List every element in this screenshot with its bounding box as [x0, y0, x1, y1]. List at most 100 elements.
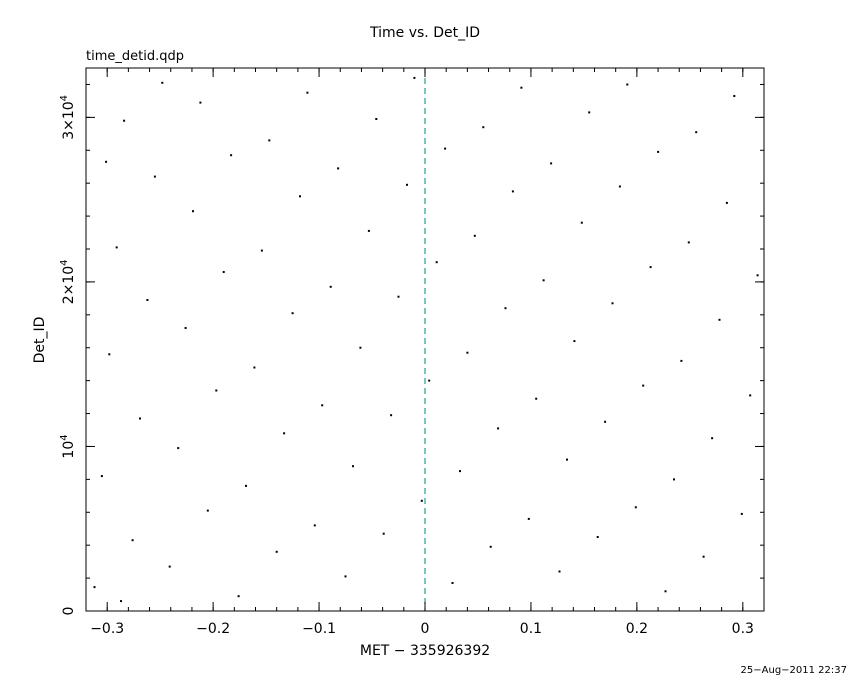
x-tick-label: 0.2 — [626, 621, 648, 637]
data-point — [725, 201, 728, 204]
x-tick-label: −0.2 — [196, 621, 230, 637]
data-point — [611, 302, 614, 305]
y-tick-label: 3×104 — [59, 95, 77, 140]
data-point — [604, 420, 607, 423]
data-point — [253, 366, 256, 369]
data-point — [260, 249, 263, 252]
y-tick-label: 2×104 — [59, 259, 77, 304]
data-point — [230, 154, 233, 157]
data-point — [139, 417, 141, 420]
data-point — [352, 465, 354, 468]
data-point — [489, 545, 492, 548]
data-point — [444, 147, 447, 150]
data-point — [291, 312, 294, 315]
data-point — [695, 131, 698, 134]
data-point — [473, 234, 476, 237]
x-axis-label: MET − 335926392 — [360, 643, 490, 659]
x-tick-label: −0.3 — [90, 621, 124, 637]
data-point — [702, 555, 705, 558]
data-point — [123, 119, 126, 122]
data-point — [382, 532, 385, 535]
data-point — [718, 318, 721, 321]
data-point — [673, 478, 675, 481]
data-point — [527, 517, 530, 520]
data-point — [573, 340, 576, 343]
data-point — [283, 432, 286, 435]
data-point — [649, 266, 652, 269]
data-point — [93, 586, 96, 589]
data-point — [237, 595, 240, 598]
data-point — [222, 271, 225, 273]
data-point — [482, 126, 485, 129]
data-point — [153, 175, 156, 178]
data-point — [711, 437, 714, 440]
data-point — [459, 470, 461, 473]
data-point — [299, 195, 301, 198]
data-point — [245, 484, 247, 487]
data-point — [206, 509, 209, 512]
y-axis-ticks: 0 104 2×104 3×104 — [59, 83, 764, 616]
data-point — [215, 389, 218, 392]
data-point — [120, 600, 122, 603]
data-point — [184, 327, 187, 329]
data-point — [192, 210, 194, 213]
data-point — [657, 150, 660, 153]
data-point — [359, 346, 362, 349]
y-tick-label: 0 — [61, 607, 77, 616]
data-point — [687, 241, 690, 244]
data-point — [146, 299, 149, 301]
data-point — [740, 512, 743, 515]
data-point — [626, 83, 629, 86]
data-point — [733, 95, 736, 97]
data-point — [100, 475, 103, 478]
data-point — [504, 307, 507, 310]
data-point — [618, 185, 621, 188]
data-point — [756, 274, 759, 277]
data-point — [680, 359, 683, 362]
data-point — [642, 384, 645, 387]
data-point — [535, 397, 538, 400]
data-point — [337, 167, 340, 170]
data-point — [367, 229, 370, 232]
data-point — [199, 101, 202, 104]
y-axis-label: Det_ID — [32, 317, 48, 364]
data-point — [375, 118, 378, 120]
data-point — [580, 221, 583, 224]
x-tick-label: 0.3 — [732, 621, 754, 637]
data-point — [168, 565, 171, 568]
data-point — [542, 279, 545, 282]
data-point — [108, 353, 111, 356]
data-point — [558, 570, 561, 573]
data-points — [93, 76, 759, 603]
chart-title: Time vs. Det_ID — [369, 25, 480, 41]
data-point — [634, 506, 637, 509]
data-point — [105, 160, 108, 163]
x-tick-label: 0 — [421, 621, 430, 637]
data-point — [596, 536, 599, 538]
data-point — [306, 91, 309, 94]
data-point — [321, 404, 324, 407]
data-point — [520, 86, 523, 89]
data-point — [344, 575, 347, 578]
data-point — [664, 590, 667, 593]
x-axis-ticks: −0.3 −0.2 −0.1 0 0.1 0.2 0.3 — [85, 68, 765, 637]
data-point — [313, 524, 316, 527]
data-point — [329, 285, 332, 288]
file-label: time_detid.qdp — [86, 49, 184, 64]
data-point — [420, 499, 423, 502]
data-point — [497, 427, 500, 430]
data-point — [275, 550, 278, 553]
data-point — [268, 139, 271, 142]
data-point — [511, 190, 514, 193]
data-point — [161, 81, 164, 84]
data-point — [466, 351, 469, 354]
data-point — [749, 394, 752, 397]
data-point — [177, 447, 180, 450]
data-point — [435, 261, 438, 264]
data-point — [428, 379, 431, 382]
data-point — [413, 76, 416, 79]
x-tick-label: 0.1 — [520, 621, 542, 637]
data-point — [406, 183, 408, 186]
timestamp: 25−Aug−2011 22:37 — [740, 665, 847, 676]
data-point — [566, 458, 568, 461]
